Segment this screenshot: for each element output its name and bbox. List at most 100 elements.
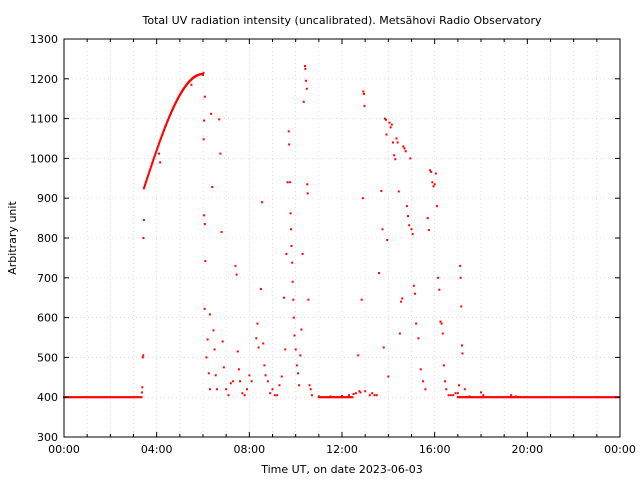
baseline-point (511, 396, 514, 399)
y-axis: 300 400 500 600 700 800 900 1000 1100 1200 1300 (30, 33, 620, 444)
baseline-point (533, 396, 536, 399)
data-point (269, 392, 272, 395)
data-point (385, 118, 388, 121)
arc-point (148, 170, 151, 173)
baseline-point (131, 396, 134, 399)
baseline-point (104, 396, 107, 399)
data-point (364, 390, 367, 393)
data-point (289, 212, 292, 215)
baseline-point (486, 396, 489, 399)
baseline-point (349, 396, 352, 399)
baseline-point (556, 396, 559, 399)
data-point (413, 292, 416, 295)
data-point (202, 71, 205, 74)
arc-point (151, 160, 154, 163)
arc-point (161, 134, 164, 137)
arc-point (144, 182, 147, 185)
baseline-point (327, 396, 330, 399)
arc-point (142, 187, 145, 190)
baseline-point (475, 396, 478, 399)
data-point (220, 231, 223, 234)
baseline-point (318, 396, 321, 399)
data-point (411, 233, 414, 236)
baseline-point (118, 396, 121, 399)
data-point (190, 83, 193, 86)
data-point (292, 316, 295, 319)
data-point (291, 261, 294, 264)
baseline-point (335, 396, 338, 399)
data-point (424, 388, 427, 391)
data-point (401, 297, 404, 300)
arc-point (172, 105, 175, 108)
data-point (203, 307, 206, 310)
arc-point (156, 146, 159, 149)
baseline-point (325, 396, 328, 399)
baseline-point (578, 396, 581, 399)
baseline-point (341, 396, 343, 399)
baseline-point (127, 396, 130, 399)
arc-point (149, 166, 152, 169)
baseline-point (493, 396, 496, 399)
data-point (510, 394, 513, 397)
baseline-point (466, 396, 469, 399)
baseline-point (541, 396, 544, 399)
data-point (378, 272, 381, 275)
data-point (358, 390, 361, 393)
data-point (290, 244, 293, 247)
data-point (435, 205, 438, 208)
data-point (400, 300, 403, 303)
data-point (408, 224, 411, 227)
data-point (426, 217, 429, 220)
data-point (397, 190, 400, 193)
arc-point (157, 143, 160, 146)
data-point (363, 104, 366, 107)
data-point (207, 372, 210, 375)
baseline-point (138, 396, 141, 399)
data-point (468, 395, 471, 398)
baseline-point (126, 396, 129, 399)
arc-point (155, 150, 158, 153)
data-point (461, 352, 464, 355)
data-point (299, 354, 302, 357)
baseline-point (320, 396, 323, 399)
baseline-point (74, 396, 77, 399)
arc-point (160, 136, 163, 139)
baseline-point (76, 396, 79, 399)
arc-point (146, 176, 149, 179)
data-point (305, 79, 308, 82)
baseline-point (82, 396, 85, 399)
data-point (300, 328, 303, 331)
data-point (389, 126, 392, 129)
baseline-point (332, 396, 335, 399)
x-tick-label: 00:00 (604, 443, 636, 456)
x-tick-label: 16:00 (419, 443, 451, 456)
y-tick-label: 1200 (30, 73, 58, 86)
data-point (221, 340, 224, 343)
data-point (410, 228, 413, 231)
baseline-point (609, 396, 612, 399)
baseline-point (120, 396, 123, 399)
data-point (141, 356, 144, 359)
data-point (456, 392, 459, 395)
baseline-point (482, 396, 485, 399)
baseline-point (96, 396, 99, 399)
data-point (142, 354, 145, 357)
baseline-point (555, 396, 558, 399)
baseline-point (593, 396, 596, 399)
y-tick-label: 900 (37, 192, 58, 205)
baseline-point (79, 396, 82, 399)
data-point (382, 346, 385, 349)
arc-point (154, 153, 157, 156)
baseline-point (601, 396, 604, 399)
arc-point (159, 138, 162, 141)
baseline-point (135, 396, 138, 399)
data-point (388, 121, 391, 124)
arc-point (162, 130, 165, 133)
baseline-point (537, 396, 540, 399)
data-point (215, 388, 218, 391)
data-point (412, 284, 415, 287)
data-point (329, 395, 332, 398)
baseline-point (108, 396, 111, 399)
baseline-point (573, 396, 576, 399)
